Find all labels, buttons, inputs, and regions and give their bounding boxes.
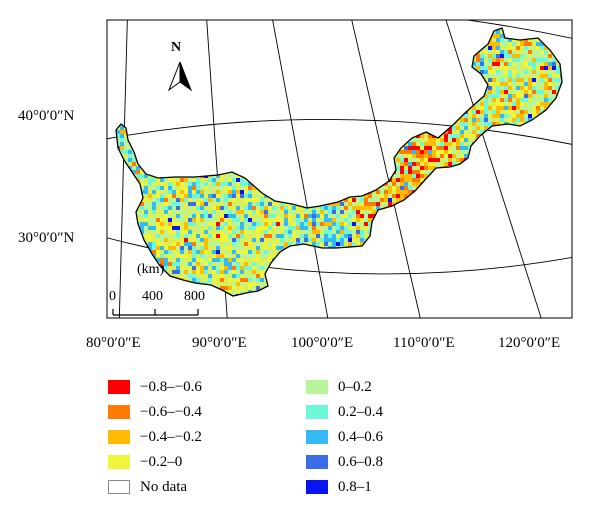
scale-tick-0: 0: [109, 289, 116, 304]
north-arrow-icon: [167, 61, 193, 92]
scale-tick-800: 800: [184, 289, 205, 304]
lon-label-110: 110°0′0″E: [393, 335, 455, 351]
lon-label-80: 80°0′0″E: [86, 335, 141, 351]
north-label: N: [171, 40, 182, 55]
scale-tick-400: 400: [142, 289, 163, 304]
meridian-80: [118, 20, 128, 318]
lat-line-40: [107, 118, 572, 145]
lat-line-45: [463, 20, 572, 39]
meridian-110: [351, 20, 421, 318]
scale-bar: [112, 309, 199, 316]
lon-label-100: 100°0′0″E: [291, 335, 354, 351]
lon-label-120: 120°0′0″E: [498, 335, 561, 351]
scale-unit: (km): [137, 262, 165, 277]
meridian-100: [272, 20, 329, 318]
lon-label-90: 90°0′0″E: [192, 335, 247, 351]
lat-label-30: 30°0′0″N: [18, 230, 75, 246]
study-region-outline: [115, 27, 563, 297]
lat-label-40: 40°0′0″N: [18, 108, 75, 124]
meridian-120: [445, 20, 542, 318]
